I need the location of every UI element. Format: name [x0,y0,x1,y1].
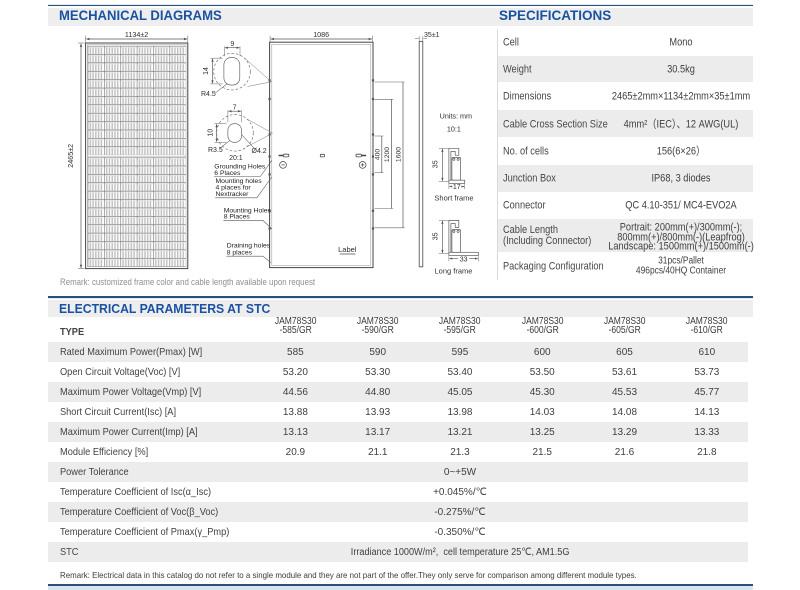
svg-text:1200: 1200 [384,147,391,162]
svg-text:35: 35 [433,160,440,168]
svg-text:1134±2: 1134±2 [125,30,148,39]
svg-text:R4.5: R4.5 [201,91,216,98]
svg-text:Mounting Holes: Mounting Holes [224,207,272,214]
svg-text:Grounding Holes: Grounding Holes [214,163,266,170]
svg-text:9: 9 [230,41,234,48]
svg-text:Ø4.2: Ø4.2 [252,148,267,155]
svg-text:35: 35 [433,232,440,240]
svg-text:17: 17 [453,184,461,191]
svg-text:Short frame: Short frame [434,194,473,203]
svg-text:Mounting holes: Mounting holes [216,178,263,185]
svg-text:8 Places: 8 Places [224,214,251,221]
svg-text:2465±2: 2465±2 [66,144,75,168]
svg-text:Units: mm: Units: mm [440,111,472,120]
svg-text:1086: 1086 [313,30,329,39]
svg-text:R3.5: R3.5 [208,147,223,154]
svg-text:10: 10 [207,129,214,137]
svg-text:Draining holes: Draining holes [227,243,271,250]
svg-text:33: 33 [460,256,468,263]
svg-text:14: 14 [203,67,210,75]
svg-text:Label: Label [338,245,357,254]
svg-text:4 places for: 4 places for [216,185,252,192]
svg-text:1600: 1600 [396,147,403,162]
svg-text:400: 400 [375,149,382,161]
svg-text:7: 7 [233,104,237,111]
svg-text:Nextracker: Nextracker [216,191,250,198]
svg-text:6 Places: 6 Places [214,170,241,177]
svg-text:10:1: 10:1 [447,125,461,134]
svg-text:8 places: 8 places [227,250,253,257]
svg-text:35±1: 35±1 [424,32,440,39]
svg-text:20:1: 20:1 [229,155,243,162]
svg-text:Long frame: Long frame [435,267,473,276]
